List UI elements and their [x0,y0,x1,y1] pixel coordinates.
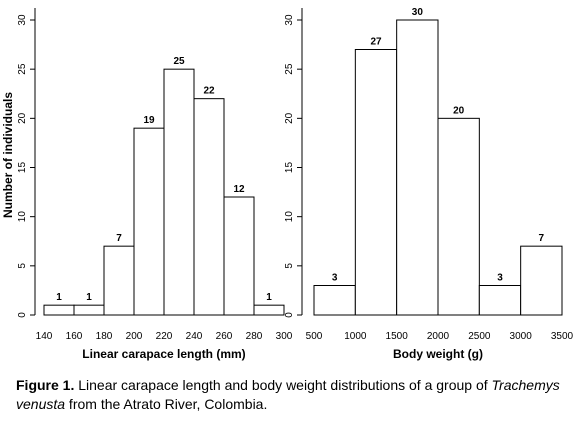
length-y-tick-label: 20 [17,112,28,124]
length-y-tick-label: 30 [17,14,28,26]
length-y-axis-label: Number of individuals [1,92,15,218]
length-bar [73,304,105,316]
weight-x-tick-label: 3000 [510,331,533,342]
length-x-axis-label: Linear carapace length (mm) [82,347,245,361]
length-y-tick-label: 10 [17,211,28,223]
length-y-tick-label: 15 [17,162,28,174]
length-bar-data-label: 1 [56,292,62,303]
weight-bar [520,245,563,316]
weight-y-tick-label: 10 [284,211,295,223]
weight-x-tick-label: 3500 [551,331,574,342]
length-x-tick-label: 140 [36,331,53,342]
length-bar [193,98,225,316]
length-bar [133,127,165,316]
length-bar-data-label: 25 [173,56,185,67]
weight-x-tick-label: 1000 [344,331,367,342]
weight-bar-data-label: 20 [453,105,465,116]
weight-bar-data-label: 30 [412,7,424,18]
length-bar-data-label: 7 [116,233,122,244]
weight-bar [437,117,480,316]
weight-bar [478,285,522,316]
length-x-tick-label: 180 [96,331,113,342]
caption-label: Figure 1. [16,377,75,393]
length-bar-data-label: 22 [203,86,215,97]
weight-histogram-panel: 0 5 10 15 20 25 30 3 27 30 20 3 7 500 1000 1500 2000 2500… [284,7,574,361]
weight-x-tick-label: 500 [306,331,323,342]
length-x-tick-label: 200 [126,331,143,342]
weight-y-tick-label: 30 [284,14,295,26]
weight-x-tick-label: 2500 [468,331,491,342]
weight-bar-data-label: 7 [539,233,545,244]
length-bar [43,304,75,316]
weight-bar-data-label: 27 [370,37,382,48]
weight-bar [313,285,356,316]
length-bar-data-label: 1 [86,292,92,303]
length-bar [103,245,135,316]
weight-x-tick-label: 2000 [427,331,450,342]
figure-caption: Figure 1. Linear carapace length and bod… [16,376,571,414]
weight-y-tick-label: 15 [284,162,295,174]
length-y-tick-label: 25 [17,63,28,75]
length-bar [223,196,255,316]
caption-text-before: Linear carapace length and body weight d… [74,377,492,393]
weight-bar-data-label: 3 [497,273,503,284]
length-bar-data-label: 19 [143,115,155,126]
length-bar [163,68,195,316]
weight-y-tick-label: 0 [284,312,295,318]
weight-y-tick-label: 25 [284,63,295,75]
weight-x-axis-label: Body weight (g) [393,347,483,361]
length-bar-data-label: 1 [266,292,272,303]
length-x-tick-label: 220 [156,331,173,342]
weight-bar [396,19,439,316]
length-x-tick-label: 160 [66,331,83,342]
weight-y-tick-label: 20 [284,112,295,124]
caption-species: Trachemys venusta [16,377,560,412]
length-bar-data-label: 12 [233,184,245,195]
length-y-tick-label: 5 [17,263,28,269]
caption-text-after: from the Atrato River, Colombia. [65,396,268,412]
length-x-tick-label: 280 [246,331,263,342]
length-bar [253,304,285,316]
length-x-tick-label: 260 [216,331,233,342]
weight-bar [354,49,398,316]
length-y-tick-label: 0 [17,312,28,318]
length-x-tick-label: 240 [186,331,203,342]
weight-x-tick-label: 1500 [386,331,409,342]
weight-y-tick-label: 5 [284,263,295,269]
weight-bar-data-label: 3 [332,273,338,284]
length-x-tick-label: 300 [276,331,293,342]
